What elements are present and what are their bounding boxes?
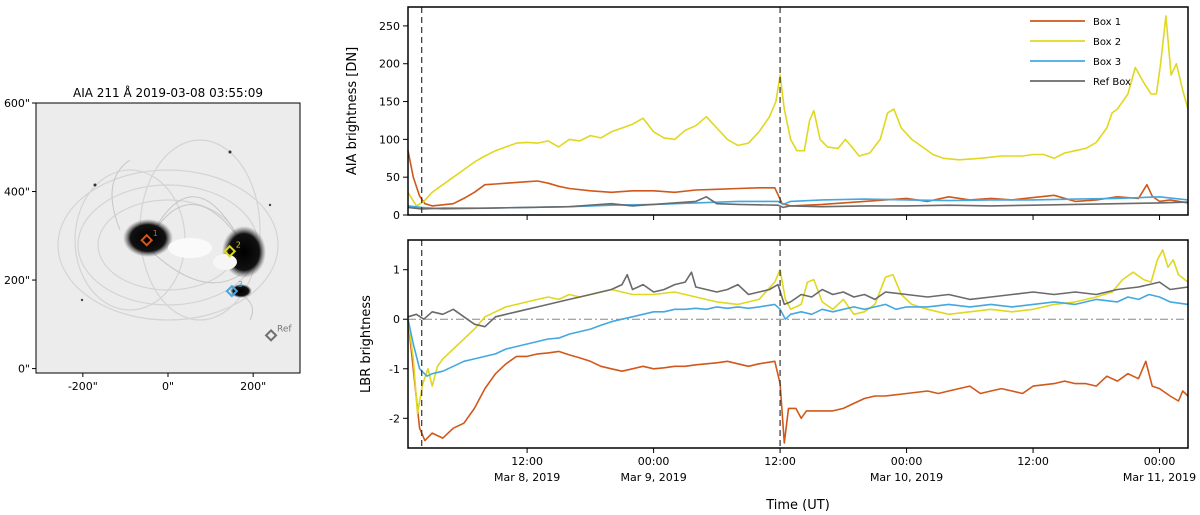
x-tick-label-time: 00:00	[638, 455, 670, 468]
image-panel: AIA 211 Å 2019-03-08 03:55:09	[4, 85, 301, 393]
legend-label: Box 2	[1093, 37, 1121, 48]
lbr-series-box-1	[407, 319, 1189, 444]
image-y-tick-label: 400"	[4, 186, 30, 199]
region-box-label: 2	[236, 240, 241, 249]
aia-y-tick-label: 0	[393, 209, 400, 222]
legend-label: Box 1	[1093, 17, 1121, 28]
image-x-tick-label: 200"	[240, 380, 266, 393]
x-tick-label-date: Mar 11, 2019	[1123, 471, 1196, 484]
region-box-label: 3	[238, 280, 243, 289]
aia-series-box-2	[407, 15, 1189, 207]
x-tick-label-time: 12:00	[1017, 455, 1049, 468]
lbr-y-tick-label: 0	[393, 313, 400, 326]
aia-y-tick-label: 50	[386, 171, 400, 184]
legend-label: Box 3	[1093, 57, 1121, 68]
aia-y-tick-label: 150	[379, 96, 400, 109]
lbr-y-tick-label: 1	[393, 264, 400, 277]
image-panel-title: AIA 211 Å 2019-03-08 03:55:09	[73, 85, 263, 100]
region-box-marker	[225, 284, 239, 298]
region-box-marker	[223, 244, 237, 258]
lbr-series-box-2	[407, 249, 1189, 415]
aia-y-tick-label: 250	[379, 20, 400, 33]
region-box-label: 1	[153, 229, 158, 238]
legend: Box 1 Box 2 Box 3 Ref Box	[1030, 17, 1131, 88]
x-tick-label-time: 00:00	[891, 455, 923, 468]
aia-series-ref-box	[407, 196, 1189, 210]
image-x-tick-label: -200"	[68, 380, 98, 393]
x-axis-title: Time (UT)	[765, 498, 830, 513]
time-axis: 12:00 Mar 8, 2019 00:00 Mar 9, 2019 12:00 00:…	[494, 455, 1196, 484]
aia-y-axis-label: AIA brightness [DN]	[345, 47, 360, 175]
lbr-brightness-chart: -2 -1 0 1 LBR brightness	[359, 239, 1189, 453]
aia-y-tick-label: 100	[379, 133, 400, 146]
region-box-marker	[264, 328, 278, 342]
image-y-tick-label: 200"	[4, 274, 30, 287]
image-y-tick-label: 0"	[18, 363, 30, 376]
aia-brightness-chart: 0 50 100 150 200 250 AIA brightness [DN] Box …	[345, 6, 1189, 222]
x-tick-label-time: 12:00	[764, 455, 796, 468]
region-box-marker	[140, 233, 154, 247]
lbr-y-tick-label: -2	[389, 412, 400, 425]
x-tick-label-time: 00:00	[1144, 455, 1176, 468]
aia-series-box-1	[407, 150, 1189, 207]
x-tick-label-time: 12:00	[511, 455, 543, 468]
lbr-y-tick-label: -1	[389, 363, 400, 376]
lbr-series-ref-box	[407, 271, 1189, 328]
x-tick-label-date: Mar 9, 2019	[620, 471, 686, 484]
legend-label: Ref Box	[1093, 77, 1131, 88]
aia-y-tick-label: 200	[379, 58, 400, 71]
x-tick-label-date: Mar 10, 2019	[870, 471, 943, 484]
lbr-series-box-3	[407, 293, 1189, 377]
region-box-label: Ref	[277, 324, 292, 334]
x-tick-label-date: Mar 8, 2019	[494, 471, 560, 484]
image-y-tick-label: 600"	[4, 97, 30, 110]
image-x-tick-label: 0"	[162, 380, 174, 393]
euv-image	[36, 103, 300, 373]
lbr-y-axis-label: LBR brightness	[359, 295, 374, 393]
